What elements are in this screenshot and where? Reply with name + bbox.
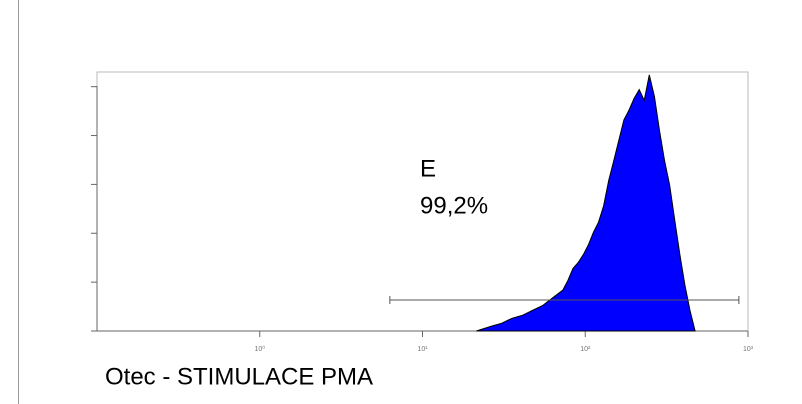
x-tick-label: 10¹ bbox=[417, 346, 428, 353]
histogram-area bbox=[476, 74, 696, 332]
gate-percent: 99,2% bbox=[420, 192, 488, 219]
x-tick-label: 10⁰ bbox=[254, 345, 265, 353]
sample-label: Otec - STIMULACE PMA bbox=[105, 363, 373, 390]
gate-label: E bbox=[420, 155, 436, 182]
x-tick-label: 10³ bbox=[743, 346, 754, 353]
x-tick-label: 10² bbox=[580, 346, 591, 353]
